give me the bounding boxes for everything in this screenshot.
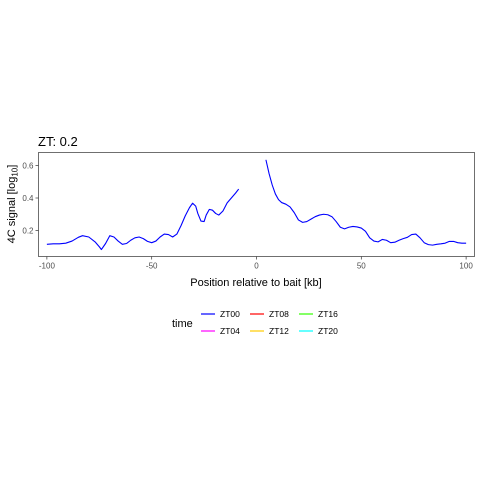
x-tick-label: -100 (39, 262, 56, 271)
x-tick-label: 100 (459, 262, 473, 271)
x-tick-label: 0 (254, 262, 259, 271)
y-axis-title: 4C signal [log10] (6, 165, 20, 244)
y-tick-label: 0.4 (22, 194, 34, 203)
series-layer (46, 159, 467, 251)
legend-label-zt12: ZT12 (269, 326, 289, 336)
y-axis-title-main: 4C signal [log (6, 177, 18, 244)
y-axis: 0.2 0.4 0.6 (22, 162, 39, 236)
legend-label-zt20: ZT20 (318, 326, 338, 336)
chart-title: ZT: 0.2 (38, 134, 78, 149)
y-tick-label: 0.6 (22, 162, 34, 171)
legend: ZT00 ZT04 ZT08 ZT12 ZT16 ZT20 (201, 309, 338, 336)
legend-title: time (172, 318, 193, 330)
x-axis: -100 -50 0 50 100 (39, 256, 473, 271)
y-tick-label: 0.2 (22, 227, 34, 236)
legend-label-zt16: ZT16 (318, 309, 338, 319)
plot-panel (38, 152, 475, 257)
y-axis-title-end: ] (6, 165, 18, 168)
y-axis-title-subscript: 10 (11, 167, 20, 176)
x-axis-title: Position relative to bait [kb] (190, 277, 321, 289)
legend-label-zt00: ZT00 (220, 309, 240, 319)
x-tick-label: -50 (146, 262, 158, 271)
legend-label-zt08: ZT08 (269, 309, 289, 319)
series-line-zt00-segment-2 (265, 159, 467, 246)
series-line-zt00-segment-1 (46, 188, 240, 251)
x-tick-label: 50 (357, 262, 366, 271)
legend-label-zt04: ZT04 (220, 326, 240, 336)
